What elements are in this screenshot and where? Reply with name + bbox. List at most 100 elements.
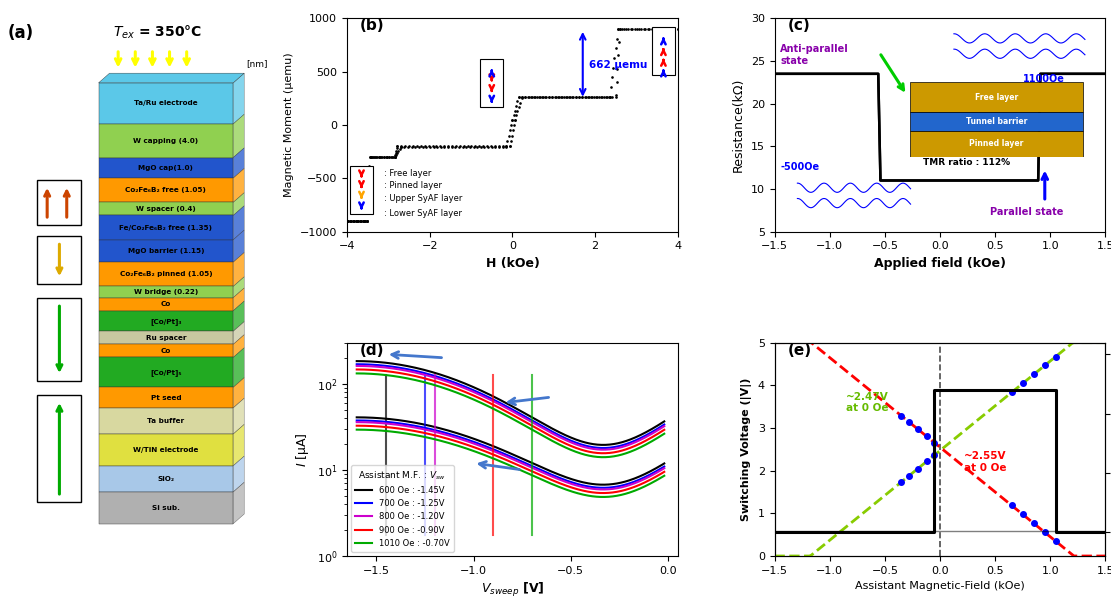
900 Oe : -0.90V: (-0.659, 28.9): -0.90V: (-0.659, 28.9) bbox=[533, 426, 547, 434]
Text: [Co/Pt]₃: [Co/Pt]₃ bbox=[150, 318, 181, 324]
Text: (a): (a) bbox=[8, 24, 34, 42]
800 Oe : -1.20V: (-0.332, 17.2): -1.20V: (-0.332, 17.2) bbox=[597, 446, 610, 453]
Text: Pt seed: Pt seed bbox=[151, 395, 181, 401]
X-axis label: Applied field (kOe): Applied field (kOe) bbox=[874, 257, 1005, 270]
1010 Oe : -0.70V: (-0.633, 24.1): -0.70V: (-0.633, 24.1) bbox=[539, 433, 552, 441]
Text: Fe/Co₂Fe₆B₂ free (1.35): Fe/Co₂Fe₆B₂ free (1.35) bbox=[119, 225, 212, 230]
Polygon shape bbox=[99, 466, 233, 492]
Polygon shape bbox=[233, 301, 244, 331]
Text: ~2.55V
at 0 Oe: ~2.55V at 0 Oe bbox=[964, 452, 1007, 473]
Polygon shape bbox=[99, 287, 233, 298]
Text: W/TiN electrode: W/TiN electrode bbox=[133, 447, 199, 453]
Y-axis label: $I$ [µA]: $I$ [µA] bbox=[294, 432, 311, 467]
Polygon shape bbox=[233, 456, 244, 492]
Line: 700 Oe : -1.25V: 700 Oe : -1.25V bbox=[357, 364, 664, 448]
Text: TMR ratio : 112%: TMR ratio : 112% bbox=[923, 158, 1011, 167]
Polygon shape bbox=[99, 83, 233, 124]
700 Oe : -1.25V: (-1.6, 168): -1.25V: (-1.6, 168) bbox=[350, 360, 363, 368]
1010 Oe : -0.70V: (-0.332, 14): -0.70V: (-0.332, 14) bbox=[597, 453, 610, 461]
Polygon shape bbox=[99, 345, 233, 357]
600 Oe : -1.45V: (-0.332, 19.5): -1.45V: (-0.332, 19.5) bbox=[597, 441, 610, 448]
600 Oe : -1.45V: (-0.665, 36.7): -1.45V: (-0.665, 36.7) bbox=[532, 417, 546, 425]
Polygon shape bbox=[233, 425, 244, 466]
X-axis label: H (kOe): H (kOe) bbox=[486, 257, 539, 270]
800 Oe : -1.20V: (-0.163, 21.3): -1.20V: (-0.163, 21.3) bbox=[630, 438, 643, 445]
Text: Anti-parallel
state: Anti-parallel state bbox=[780, 44, 849, 65]
800 Oe : -1.20V: (-0.02, 32.1): -1.20V: (-0.02, 32.1) bbox=[658, 423, 671, 430]
Text: W spacer (0.4): W spacer (0.4) bbox=[136, 206, 196, 212]
Polygon shape bbox=[99, 216, 233, 240]
Polygon shape bbox=[233, 288, 244, 311]
700 Oe : -1.25V: (-0.633, 30.8): -1.25V: (-0.633, 30.8) bbox=[539, 424, 552, 431]
Polygon shape bbox=[233, 169, 244, 202]
600 Oe : -1.45V: (-1.59, 183): -1.45V: (-1.59, 183) bbox=[351, 357, 364, 365]
900 Oe : -0.90V: (-0.02, 29.2): -0.90V: (-0.02, 29.2) bbox=[658, 426, 671, 433]
700 Oe : -1.25V: (-0.263, 18.6): -1.25V: (-0.263, 18.6) bbox=[610, 443, 623, 450]
Text: : Pinned layer: : Pinned layer bbox=[384, 181, 442, 190]
Y-axis label: Switching Voltage (|V|): Switching Voltage (|V|) bbox=[741, 378, 752, 521]
Text: Ta buffer: Ta buffer bbox=[148, 418, 184, 424]
1010 Oe : -0.70V: (-1.6, 132): -0.70V: (-1.6, 132) bbox=[350, 370, 363, 377]
Polygon shape bbox=[99, 408, 233, 434]
Polygon shape bbox=[99, 298, 233, 311]
Polygon shape bbox=[233, 321, 244, 345]
Text: [nm]: [nm] bbox=[247, 59, 268, 68]
Polygon shape bbox=[233, 114, 244, 158]
700 Oe : -1.25V: (-0.665, 33.8): -1.25V: (-0.665, 33.8) bbox=[532, 420, 546, 428]
Text: ~2.47V
at 0 Oe: ~2.47V at 0 Oe bbox=[847, 392, 889, 413]
Polygon shape bbox=[233, 206, 244, 240]
Text: (e): (e) bbox=[788, 343, 812, 357]
Text: Ru spacer: Ru spacer bbox=[146, 335, 187, 341]
FancyBboxPatch shape bbox=[652, 27, 674, 75]
Polygon shape bbox=[233, 252, 244, 287]
X-axis label: Assistant Magnetic-Field (kOe): Assistant Magnetic-Field (kOe) bbox=[855, 581, 1024, 591]
Text: W capping (4.0): W capping (4.0) bbox=[133, 137, 199, 144]
X-axis label: $V_{sweep}$ [V]: $V_{sweep}$ [V] bbox=[481, 581, 544, 599]
800 Oe : -1.20V: (-0.665, 32.3): -1.20V: (-0.665, 32.3) bbox=[532, 422, 546, 430]
FancyBboxPatch shape bbox=[480, 59, 503, 108]
Text: (d): (d) bbox=[360, 343, 384, 357]
Text: Parallel state: Parallel state bbox=[990, 207, 1063, 217]
Text: : Upper SyAF layer: : Upper SyAF layer bbox=[384, 194, 462, 203]
Text: 662 µemu: 662 µemu bbox=[589, 60, 648, 70]
800 Oe : -1.20V: (-0.659, 31.8): -1.20V: (-0.659, 31.8) bbox=[533, 423, 547, 430]
Text: $\mathit{T}_{ex}$ = 350°C: $\mathit{T}_{ex}$ = 350°C bbox=[112, 24, 202, 41]
Polygon shape bbox=[233, 398, 244, 434]
Text: 1100Oe: 1100Oe bbox=[1023, 75, 1064, 84]
Polygon shape bbox=[99, 311, 233, 331]
Polygon shape bbox=[99, 357, 233, 387]
Polygon shape bbox=[233, 348, 244, 387]
Legend: 600 Oe : -1.45V, 700 Oe : -1.25V, 800 Oe : -1.20V, 900 Oe : -0.90V, 1010 Oe : -0: 600 Oe : -1.45V, 700 Oe : -1.25V, 800 Oe… bbox=[351, 465, 453, 552]
900 Oe : -0.90V: (-0.332, 15.6): -0.90V: (-0.332, 15.6) bbox=[597, 450, 610, 457]
Polygon shape bbox=[99, 124, 233, 158]
800 Oe : -1.20V: (-0.263, 17.8): -1.20V: (-0.263, 17.8) bbox=[610, 445, 623, 452]
Text: Si sub.: Si sub. bbox=[152, 505, 180, 511]
900 Oe : -0.90V: (-0.633, 26.8): -0.90V: (-0.633, 26.8) bbox=[539, 430, 552, 437]
Text: : Lower SyAF layer: : Lower SyAF layer bbox=[384, 209, 462, 218]
Polygon shape bbox=[99, 262, 233, 287]
Text: -500Oe: -500Oe bbox=[780, 163, 819, 172]
1010 Oe : -0.70V: (-0.659, 26): -0.70V: (-0.659, 26) bbox=[533, 430, 547, 437]
1010 Oe : -0.70V: (-0.163, 17.4): -0.70V: (-0.163, 17.4) bbox=[630, 445, 643, 453]
Text: Co: Co bbox=[161, 301, 171, 307]
1010 Oe : -0.70V: (-0.02, 26.3): -0.70V: (-0.02, 26.3) bbox=[658, 430, 671, 437]
Polygon shape bbox=[233, 378, 244, 408]
900 Oe : -0.90V: (-0.163, 19.3): -0.90V: (-0.163, 19.3) bbox=[630, 442, 643, 449]
800 Oe : -1.20V: (-0.633, 29.5): -1.20V: (-0.633, 29.5) bbox=[539, 426, 552, 433]
Line: 800 Oe : -1.20V: 800 Oe : -1.20V bbox=[357, 366, 664, 450]
Text: MgO barrier (1.15): MgO barrier (1.15) bbox=[128, 248, 204, 254]
1010 Oe : -0.70V: (-1.59, 132): -0.70V: (-1.59, 132) bbox=[351, 370, 364, 377]
Polygon shape bbox=[233, 73, 244, 124]
Polygon shape bbox=[233, 482, 244, 524]
Text: Co: Co bbox=[161, 348, 171, 354]
Y-axis label: Magnetic Moment (µemu): Magnetic Moment (µemu) bbox=[284, 53, 294, 197]
700 Oe : -1.25V: (-0.02, 33.6): -1.25V: (-0.02, 33.6) bbox=[658, 421, 671, 428]
Text: Co₂Fe₆B₂ pinned (1.05): Co₂Fe₆B₂ pinned (1.05) bbox=[120, 271, 212, 277]
Text: (c): (c) bbox=[788, 18, 811, 34]
Polygon shape bbox=[233, 230, 244, 262]
Text: : Free layer: : Free layer bbox=[384, 169, 431, 178]
Text: W bridge (0.22): W bridge (0.22) bbox=[133, 289, 198, 295]
Text: SiO₂: SiO₂ bbox=[158, 476, 174, 482]
Polygon shape bbox=[99, 331, 233, 345]
FancyBboxPatch shape bbox=[350, 166, 373, 214]
